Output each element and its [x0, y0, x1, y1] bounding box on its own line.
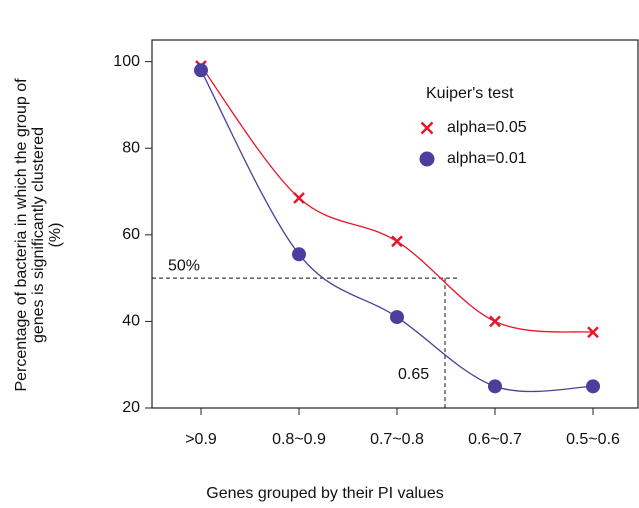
marker-stroke: [293, 192, 305, 204]
y-axis-label: Percentage of bacteria in which the grou…: [13, 78, 64, 392]
data-point: [586, 379, 600, 394]
y-label-line: genes is significantly clustered: [30, 127, 47, 343]
annotation: 50%: [168, 257, 200, 274]
marker-stroke: [489, 315, 501, 328]
data-point: [293, 192, 305, 204]
annotation: 0.65: [398, 366, 429, 383]
y-tick-label: 40: [122, 313, 140, 330]
y-tick-label: 100: [113, 53, 140, 70]
legend-label: alpha=0.01: [447, 150, 527, 167]
x-tick-label: 0.5~0.6: [566, 431, 620, 448]
data-point: [587, 326, 599, 339]
x-tick-label: 0.6~0.7: [468, 431, 522, 448]
x-tick-label: 0.8~0.9: [272, 431, 326, 448]
x-tick-label: >0.9: [185, 431, 217, 448]
marker-stroke: [587, 326, 599, 339]
y-label-line: (%): [47, 223, 64, 248]
data-point: [390, 310, 404, 325]
series-line: [200, 65, 594, 333]
data-point: [489, 315, 501, 328]
y-label-line: Percentage of bacteria in which the grou…: [13, 78, 30, 392]
legend-marker: [420, 121, 434, 135]
series-line: [200, 70, 594, 393]
y-tick-label: 20: [122, 399, 140, 416]
plot-frame: [151, 39, 639, 409]
legend-marker: [419, 151, 435, 167]
data-point: [194, 63, 208, 78]
legend-label: alpha=0.05: [447, 119, 527, 136]
x-tick-label: 0.7~0.8: [370, 431, 424, 448]
marker-stroke: [420, 121, 434, 135]
x-axis-label: Genes grouped by their PI values: [206, 485, 443, 502]
legend-title: Kuiper's test: [426, 85, 514, 102]
y-tick-label: 80: [122, 139, 140, 156]
data-point: [292, 247, 306, 262]
marker-stroke: [391, 235, 403, 248]
data-point: [488, 379, 502, 394]
data-point: [391, 235, 403, 248]
y-tick-label: 60: [122, 226, 140, 243]
